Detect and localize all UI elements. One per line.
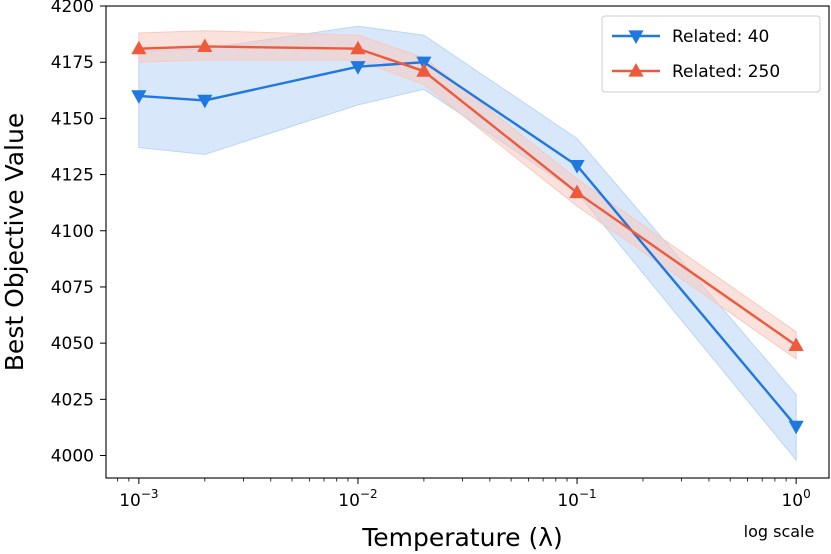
marker-series-2-point-4 <box>416 63 432 77</box>
line-series-2 <box>138 45 797 347</box>
y-tick-label-4050: 4050 <box>51 334 94 354</box>
y-tick-label-4075: 4075 <box>51 278 94 298</box>
y-tick-label-4150: 4150 <box>51 109 94 129</box>
marker-series-2-point-5 <box>569 184 585 199</box>
y-axis-title: Best Objective Value <box>0 113 29 371</box>
x-scale-note: log scale <box>744 522 815 541</box>
x-axis-ticks: 10−3 10−2 10−1 100 <box>117 478 811 511</box>
x-tick-label-4: 100 <box>781 487 810 511</box>
legend-marker-2 <box>628 63 644 77</box>
legend-marker-1 <box>628 30 644 44</box>
series-markers <box>131 38 804 435</box>
legend-label-1: Related: 40 <box>672 27 769 47</box>
plot-frame <box>105 5 830 479</box>
marker-series-1-point-3 <box>350 61 366 75</box>
marker-series-2-point-6 <box>788 337 804 351</box>
confidence-bands <box>138 25 797 462</box>
y-tick-label-4200: 4200 <box>51 0 94 17</box>
x-tick-label-1: 10−3 <box>119 487 158 511</box>
series-lines <box>138 45 798 428</box>
y-tick-label-4025: 4025 <box>51 390 94 410</box>
marker-series-1-point-2 <box>197 94 213 109</box>
y-axis-ticks: 4000 4025 4050 4075 4100 4125 4150 4175 4200 <box>51 0 106 467</box>
marker-series-1-point-1 <box>131 90 147 104</box>
marker-series-2-point-2 <box>197 38 213 53</box>
legend-label-2: Related: 250 <box>672 62 780 82</box>
band-series-2 <box>138 30 797 360</box>
marker-series-1-point-6 <box>788 420 804 435</box>
y-tick-label-4100: 4100 <box>51 222 94 242</box>
y-tick-label-4000: 4000 <box>51 447 94 467</box>
legend: Related: 40 Related: 250 <box>601 15 821 93</box>
x-tick-label-2: 10−2 <box>338 487 377 511</box>
marker-series-2-point-3 <box>350 40 366 55</box>
y-tick-label-4175: 4175 <box>51 53 94 73</box>
x-axis-title: Temperature (λ) <box>361 523 563 552</box>
line-series-1 <box>138 60 798 428</box>
x-tick-label-3: 10−1 <box>557 487 596 511</box>
y-tick-label-4125: 4125 <box>51 166 94 186</box>
marker-series-1-point-5 <box>569 159 585 174</box>
marker-series-2-point-1 <box>131 40 147 55</box>
